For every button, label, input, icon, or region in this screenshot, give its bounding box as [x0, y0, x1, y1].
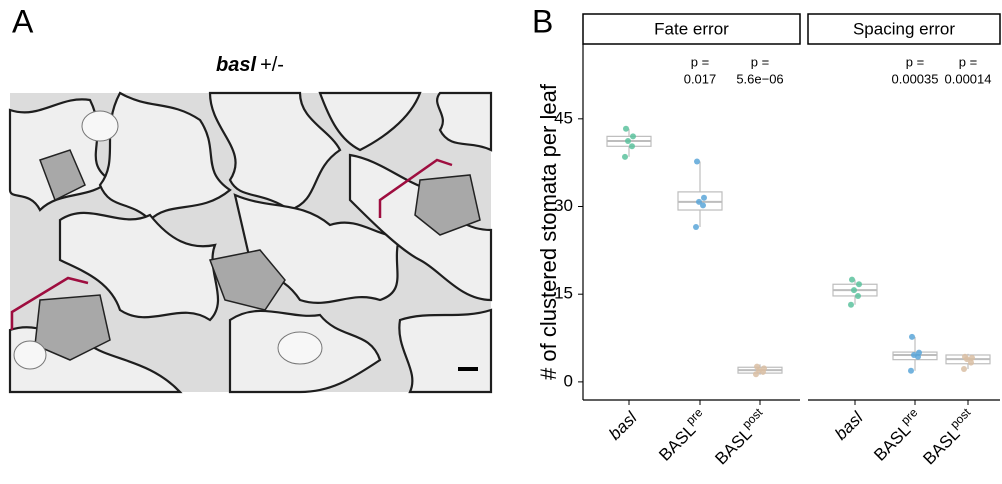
y-tick-label: 30	[554, 196, 573, 215]
data-point	[849, 276, 855, 283]
facet-strip	[807, 13, 1001, 45]
facet-strip	[582, 13, 801, 45]
data-point	[968, 359, 974, 366]
data-point	[856, 281, 862, 288]
category: basl	[832, 408, 868, 444]
scale-bar	[458, 367, 478, 371]
micrograph	[8, 91, 493, 394]
data-point	[622, 153, 628, 160]
data-point	[908, 367, 914, 374]
x-tick-label: BASLpost	[709, 405, 773, 469]
facet-title: Fate error	[654, 19, 729, 38]
x-tick-label: BASLpre	[653, 405, 713, 465]
panel-label: A	[12, 3, 34, 39]
data-point	[629, 143, 635, 150]
data-point	[962, 353, 968, 360]
data-point	[754, 363, 760, 370]
data-point	[848, 301, 854, 308]
p-prefix: p =	[959, 54, 977, 69]
p-value: 0.00035	[892, 71, 939, 86]
plastid	[277, 331, 323, 365]
cells	[8, 91, 493, 394]
annotation-bracket	[10, 276, 89, 330]
p-value: 0.017	[684, 71, 717, 86]
plastid	[13, 340, 47, 370]
y-tick-label: 45	[554, 108, 573, 127]
annotation-bracket	[378, 158, 453, 218]
title-suffix: +/-	[260, 54, 284, 76]
data-point	[911, 351, 917, 358]
data-point	[855, 292, 861, 299]
data-point	[630, 133, 636, 140]
data-point	[761, 365, 767, 372]
image-title: basl +/-	[216, 54, 284, 76]
p-prefix: p =	[906, 54, 924, 69]
data-point	[851, 287, 857, 294]
x-tick-label: basl	[606, 408, 642, 444]
data-point	[700, 202, 706, 209]
panel-label: B	[532, 3, 553, 39]
x-tick-label: BASLpost	[917, 405, 981, 469]
y-tick-label: 0	[564, 371, 573, 390]
p-prefix: p =	[751, 54, 769, 69]
category: basl	[606, 408, 642, 444]
y-axis-label: # of clustered stomata per leaf	[536, 83, 561, 380]
y-tick-label: 15	[554, 284, 573, 303]
p-value: 5.6e−06	[736, 71, 783, 86]
plastid	[81, 110, 119, 142]
data-point	[693, 223, 699, 230]
data-point	[961, 366, 967, 373]
facet-title: Spacing error	[853, 19, 955, 38]
data-point	[969, 354, 975, 361]
stomata-clusters	[34, 149, 481, 361]
title-genotype: basl	[216, 54, 256, 76]
data-point	[909, 333, 915, 340]
x-tick-label: BASLpre	[868, 405, 928, 465]
data-point	[916, 349, 922, 356]
data-point	[696, 198, 702, 205]
data-point	[701, 194, 707, 201]
data-point	[625, 138, 631, 145]
p-value: 0.00014	[945, 71, 992, 86]
data-point	[623, 125, 629, 132]
data-point	[694, 158, 700, 165]
x-tick-label: basl	[832, 408, 868, 444]
p-prefix: p =	[691, 54, 709, 69]
